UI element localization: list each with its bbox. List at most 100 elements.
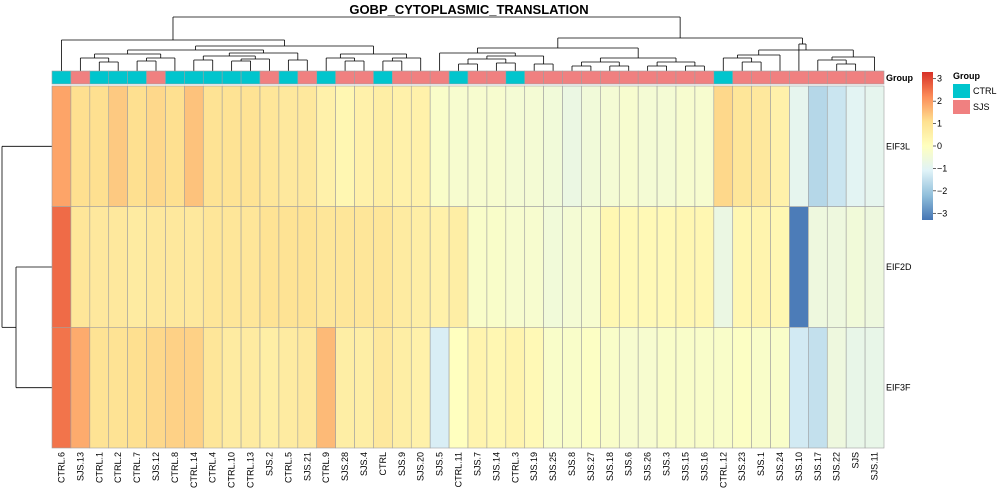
heatmap-cell — [202, 206, 223, 328]
heatmap-cell — [675, 85, 696, 207]
group-annotation-cell — [618, 70, 639, 85]
heatmap-cell — [524, 327, 544, 449]
column-label: CTRL.12 — [718, 452, 728, 488]
heatmap-cell — [581, 206, 601, 328]
column-label: SJS.13 — [75, 452, 85, 481]
column-label: SJS.12 — [151, 452, 161, 481]
heatmap-cell — [410, 327, 431, 449]
column-label: CTRL.10 — [227, 452, 237, 488]
group-annotation-cell — [562, 70, 582, 85]
heatmap-cell — [392, 327, 412, 449]
column-dendrogram — [61, 16, 875, 71]
heatmap-cell — [278, 206, 299, 328]
column-label: SJS.8 — [567, 452, 577, 476]
heatmap-cell — [789, 327, 809, 449]
heatmap-cell — [505, 85, 526, 207]
heatmap-cell — [259, 327, 280, 449]
heatmap-cell — [864, 206, 885, 328]
heatmap-cell — [259, 85, 280, 207]
heatmap-cell — [221, 206, 242, 328]
color-scale-bar — [922, 72, 933, 220]
heatmap-cell — [524, 206, 544, 328]
column-label: SJS — [851, 452, 861, 469]
group-annotation-cell — [127, 70, 147, 85]
column-label: SJS.26 — [643, 452, 653, 481]
row-label: EIF2D — [886, 262, 912, 272]
group-annotation-cell — [637, 70, 658, 85]
group-annotation-bar — [51, 70, 885, 85]
legend-swatch-sjs — [953, 100, 970, 114]
heatmap-cell — [410, 206, 431, 328]
heatmap-cell — [240, 206, 261, 328]
heatmap-cell — [656, 206, 677, 328]
column-label: CTRL.3 — [510, 452, 520, 483]
column-label: CTRL.2 — [113, 452, 123, 483]
group-annotation-cell — [89, 70, 110, 85]
group-annotation-cell — [410, 70, 431, 85]
heatmap-cell — [297, 206, 318, 328]
heatmap-cell — [259, 206, 280, 328]
group-annotation-cell — [713, 70, 734, 85]
heatmap-cell — [845, 206, 866, 328]
heatmap-cell — [448, 206, 469, 328]
heatmap-cell — [713, 327, 734, 449]
heatmap-cell — [467, 206, 488, 328]
column-labels: CTRL.6 SJS.13 CTRL.1 CTRL.2 CTRL.7 SJS.12 CTRL… — [56, 452, 879, 488]
color-scale-tick-label: 3 — [937, 74, 942, 84]
column-label: CTRL.13 — [246, 452, 256, 488]
group-annotation-cell — [581, 70, 601, 85]
heatmap-cell — [127, 85, 147, 207]
heatmap-cell — [240, 85, 261, 207]
group-annotation-cell — [808, 70, 828, 85]
heatmap-cell — [146, 85, 166, 207]
heatmap-cell — [184, 327, 204, 449]
group-annotation-cell — [732, 70, 752, 85]
heatmap-cell — [675, 206, 696, 328]
heatmap-cell — [543, 327, 563, 449]
heatmap-cell — [429, 327, 450, 449]
column-label: SJS.25 — [548, 452, 558, 481]
heatmap-cell — [278, 85, 299, 207]
heatmap-cell — [51, 85, 72, 207]
group-annotation-cell — [448, 70, 469, 85]
group-legend: Group CTRL SJS — [953, 71, 997, 114]
column-label: SJS.24 — [775, 452, 785, 481]
heatmap-cell — [581, 85, 601, 207]
color-scale-tick-label: −2 — [937, 186, 947, 196]
heatmap-cell — [826, 206, 847, 328]
heatmap-cell — [89, 206, 110, 328]
heatmap-cell — [184, 206, 204, 328]
heatmap-cell — [808, 327, 828, 449]
column-label: SJS.19 — [529, 452, 539, 481]
heatmap-cell — [637, 85, 658, 207]
heatmap-cell — [448, 85, 469, 207]
heatmap-cell — [146, 206, 166, 328]
column-label: SJS.2 — [264, 452, 274, 476]
heatmap-cell — [618, 85, 639, 207]
heatmap-cell — [392, 85, 412, 207]
heatmap-cell — [770, 327, 790, 449]
heatmap-cell — [240, 327, 261, 449]
heatmap-cell — [373, 327, 393, 449]
heatmap-cell — [89, 85, 110, 207]
heatmap-cell — [108, 327, 128, 449]
color-scale: 3 2 1 0 −1 −2 −3 — [922, 72, 947, 220]
annotation-label: Group — [886, 73, 913, 83]
group-annotation-cell — [694, 70, 715, 85]
group-annotation-cell — [316, 70, 336, 85]
group-annotation-cell — [505, 70, 526, 85]
legend-label-ctrl: CTRL — [973, 86, 997, 96]
heatmap-cell — [316, 85, 336, 207]
heatmap-cell — [221, 327, 242, 449]
column-label: CTRL.9 — [321, 452, 331, 483]
heatmap-cell — [845, 327, 866, 449]
column-label: SJS.10 — [794, 452, 804, 481]
column-label: SJS.6 — [624, 452, 634, 476]
heatmap-cell — [354, 85, 374, 207]
chart-title: GOBP_CYTOPLASMIC_TRANSLATION — [349, 2, 588, 17]
heatmap-cell — [297, 327, 318, 449]
group-annotation-cell — [108, 70, 128, 85]
group-annotation-cell — [70, 70, 91, 85]
row-label: EIF3L — [886, 141, 910, 151]
group-annotation-cell — [675, 70, 696, 85]
